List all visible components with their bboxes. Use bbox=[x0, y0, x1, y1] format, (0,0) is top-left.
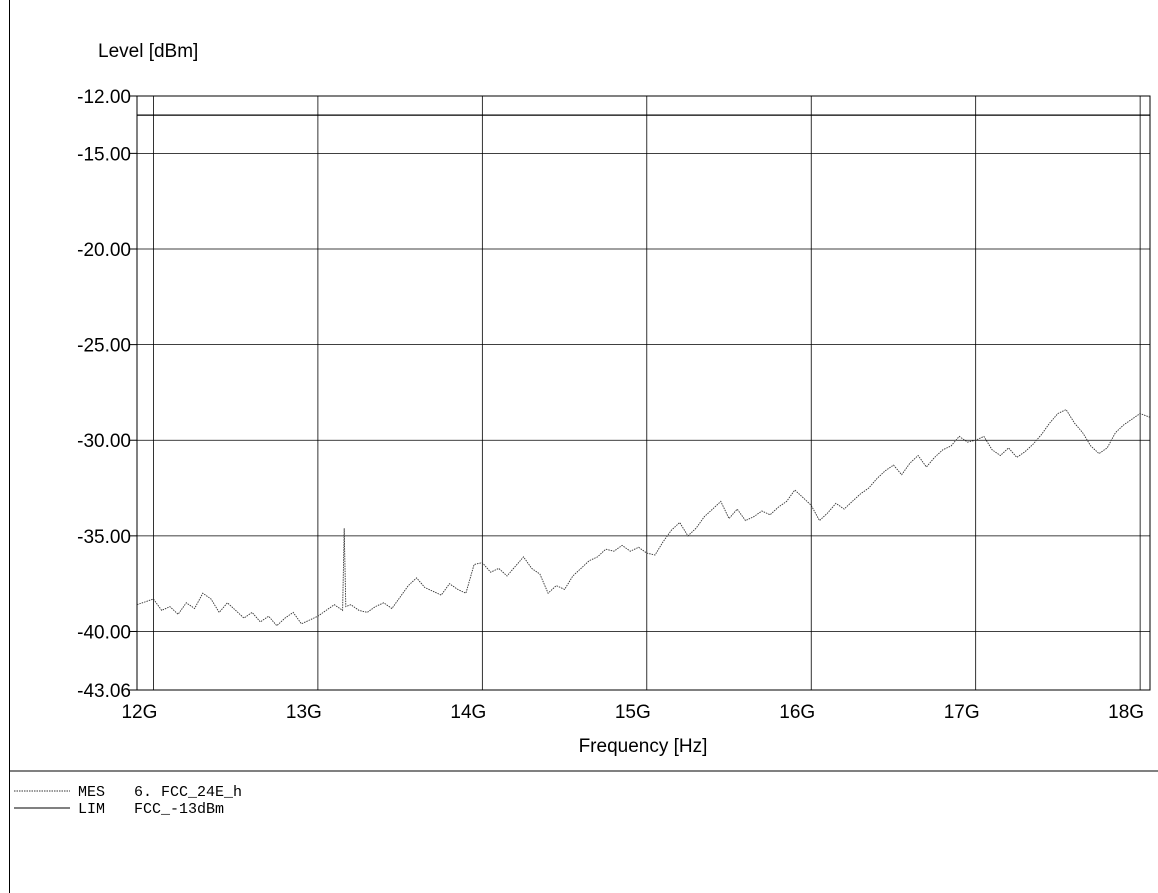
legend: MES 6. FCC_24E_h LIM FCC_-13dBm bbox=[14, 784, 242, 818]
x-tick-label: 14G bbox=[450, 702, 486, 723]
x-tick-label: 16G bbox=[779, 702, 815, 723]
series-line-mes bbox=[136, 409, 1151, 627]
legend-code-mes: MES bbox=[78, 784, 105, 801]
series bbox=[136, 114, 1151, 627]
legend-code-lim: LIM bbox=[78, 801, 105, 818]
plot-border bbox=[136, 95, 1151, 691]
y-tick-label: -30.00 bbox=[77, 431, 131, 452]
y-tick-label: -25.00 bbox=[77, 336, 131, 357]
y-tick-label: -15.00 bbox=[77, 144, 131, 165]
plot-frame bbox=[9, 0, 1158, 893]
tick-labels: -12.00 -15.00 -20.00 -25.00 -30.00 -35.00 -40.… bbox=[77, 87, 1144, 723]
x-axis-label: Frequency [Hz] bbox=[579, 736, 708, 757]
y-tick-label: -40.00 bbox=[77, 622, 131, 643]
grid bbox=[129, 95, 1151, 691]
y-axis-label: Level [dBm] bbox=[98, 41, 198, 62]
x-tick-label: 17G bbox=[944, 702, 980, 723]
x-tick-label: 13G bbox=[286, 702, 322, 723]
legend-name-lim: FCC_-13dBm bbox=[134, 801, 224, 818]
y-tick-label: -35.00 bbox=[77, 527, 131, 548]
x-tick-label: 15G bbox=[615, 702, 651, 723]
y-tick-label: -20.00 bbox=[77, 240, 131, 261]
y-tick-label: -12.00 bbox=[77, 87, 131, 108]
x-tick-label: 18G bbox=[1108, 702, 1144, 723]
y-tick-label: -43.06 bbox=[77, 681, 131, 702]
x-tick-label: 12G bbox=[121, 702, 157, 723]
legend-name-mes: 6. FCC_24E_h bbox=[134, 784, 242, 801]
